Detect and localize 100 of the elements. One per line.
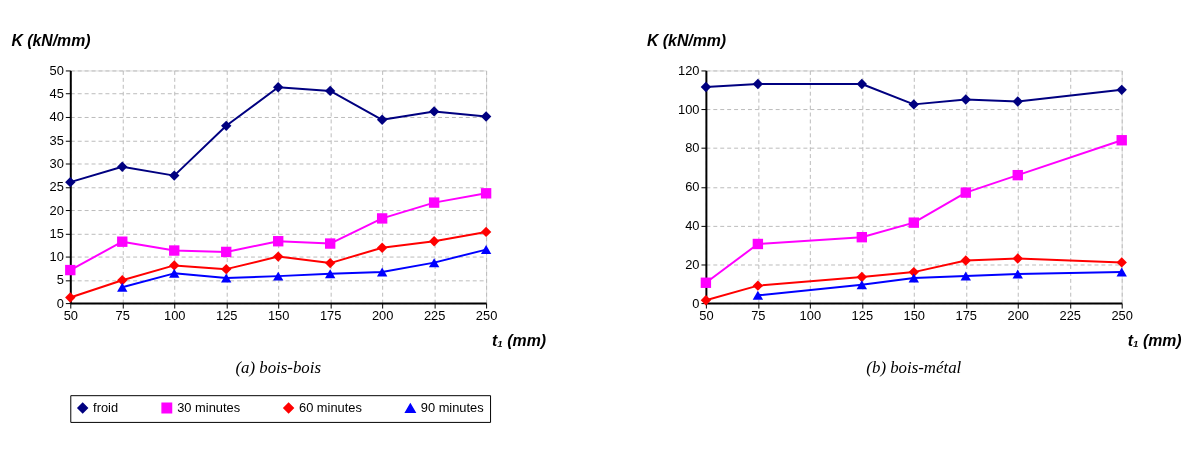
point [169,170,180,181]
point [221,263,232,275]
y-tick-label: 120 [677,62,700,78]
point [273,82,284,93]
point [117,236,128,247]
point [480,188,492,199]
point [273,271,284,281]
text: (b) bois-métal [866,358,962,378]
point [960,187,971,198]
x-axis-title: t₁ (mm) [1127,332,1182,350]
x-tick-label: 100 [799,308,822,324]
point [700,295,712,306]
y-tick-label: 35 [49,132,64,148]
point [1116,267,1127,277]
x-tick-label: 225 [423,308,446,324]
y-tick-label: 0 [692,295,700,311]
point [1116,135,1127,146]
x-tick-label: 200 [371,308,394,324]
x-tick-label: 150 [267,308,290,324]
point [117,282,128,292]
point [856,280,868,290]
x-tick-label: 250 [1111,308,1133,324]
point [169,245,180,256]
point [65,292,76,303]
point [376,213,388,224]
point [480,245,492,255]
point [908,217,919,228]
point [856,271,868,283]
y-tick-label: 40 [685,218,700,234]
x-tick-label: 150 [903,308,926,324]
point [221,246,232,258]
point [324,238,336,249]
point [428,197,440,208]
y-tick-label: 100 [677,101,700,117]
y-tick-label: 40 [49,109,64,125]
y-tick-label: 15 [49,225,64,241]
y-tick-label: 50 [49,62,64,78]
x-tick-label: 50 [699,308,714,324]
y-tick-label: 60 [685,179,700,195]
point [324,269,336,279]
legend-label: 90 minutes [420,400,484,416]
point [273,251,284,262]
x-axis-title: t₁ (mm) [492,332,546,350]
x-tick-label: 75 [115,308,130,324]
y-tick-label: 25 [49,179,64,195]
point [117,161,128,172]
text: (a) bois-bois [235,358,322,378]
point [752,280,764,291]
point [1116,257,1127,268]
x-tick-label: 175 [955,308,978,324]
point [1012,169,1023,181]
legend-label: froid [93,399,119,415]
y-axis-title: K (kN/mm) [11,32,91,50]
legend-label: 60 minutes [298,399,362,415]
x-tick-label: 225 [1059,308,1081,324]
x-tick-label: 125 [851,308,874,324]
point [480,226,492,238]
point [1012,269,1023,279]
y-axis-title: K (kN/mm) [646,32,727,50]
point [908,99,919,110]
point [1012,96,1023,107]
point [1116,84,1127,96]
y-tick-label: 30 [49,155,64,171]
x-tick-label: 175 [319,308,342,324]
point [856,78,868,90]
point [273,236,284,247]
point [960,255,971,266]
y-tick-label: 45 [49,86,64,102]
point [428,236,440,247]
point [169,268,180,278]
point [324,257,336,269]
y-tick-label: 20 [49,202,64,218]
y-tick-label: 20 [685,256,700,272]
point [65,176,76,188]
point [117,275,128,286]
point [221,120,232,132]
point [324,85,336,97]
x-tick-label: 100 [164,308,186,324]
point [1012,253,1023,264]
point [480,111,492,122]
y-tick-label: 5 [56,272,64,288]
x-tick-label: 200 [1007,308,1029,324]
point [376,242,388,253]
x-tick-label: 75 [751,308,766,324]
point [169,260,180,271]
point [700,81,712,93]
point [65,264,76,276]
point [856,232,868,243]
y-tick-label: 10 [49,249,64,265]
point [428,258,440,268]
point [752,290,764,300]
point [960,94,971,105]
legend-label: 30 minutes [177,399,241,415]
y-tick-label: 80 [685,140,700,156]
point [376,114,388,125]
x-tick-label: 250 [475,308,498,324]
point [700,277,712,288]
x-tick-label: 125 [215,308,238,324]
point [752,238,764,250]
point [428,106,440,117]
